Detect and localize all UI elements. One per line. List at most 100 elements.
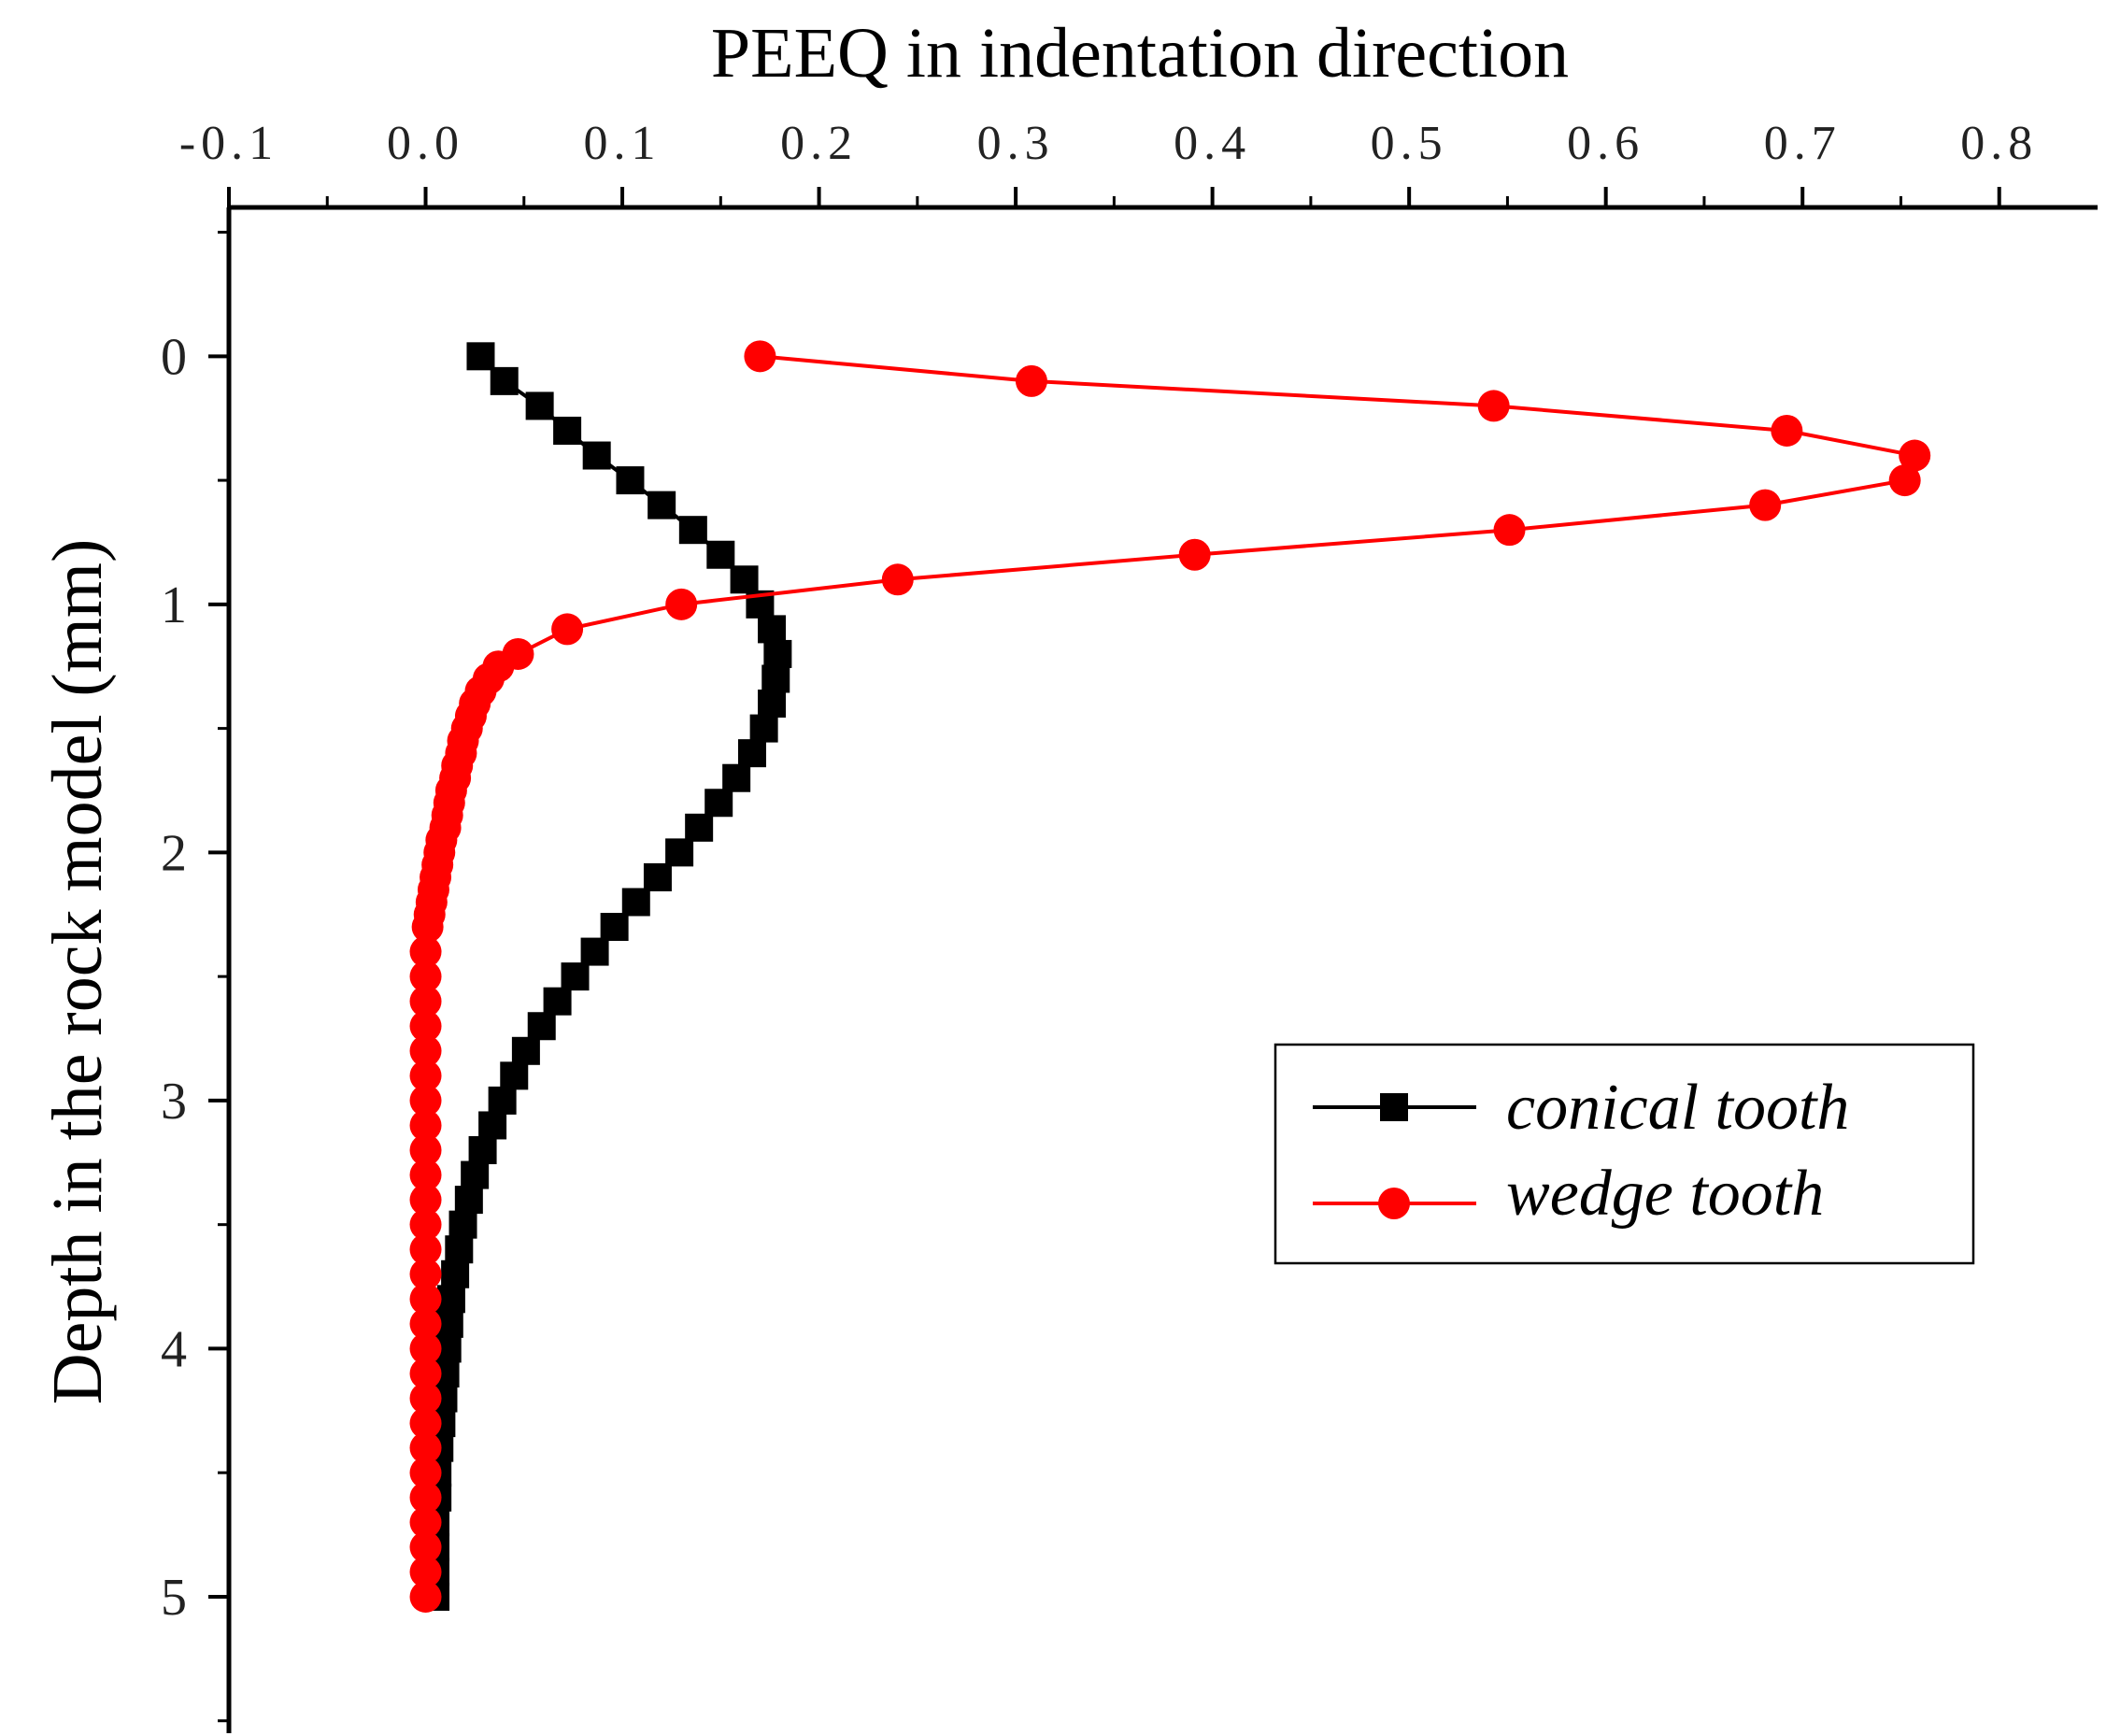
data-point-square [621, 888, 650, 917]
data-point-circle [409, 1382, 442, 1415]
x-tick-label: 0.8 [1960, 117, 2038, 170]
data-point-square [643, 862, 672, 891]
data-point-square [758, 615, 787, 644]
data-point-circle [409, 1060, 442, 1092]
data-point-circle [411, 911, 444, 944]
data-point-square [730, 565, 759, 594]
y-tick-label: 5 [161, 1569, 187, 1627]
y-tick-label: 2 [161, 824, 187, 882]
data-point-square [616, 466, 645, 495]
data-point-square [722, 763, 751, 792]
data-point-circle [409, 1084, 442, 1117]
series-layer [409, 340, 1931, 1613]
data-point-square [511, 1036, 540, 1065]
data-point-square [466, 342, 495, 371]
x-tick-label: 0.2 [780, 117, 858, 170]
series-wedge-tooth [409, 340, 1931, 1613]
legend-label-wedge: wedge tooth [1506, 1158, 1824, 1230]
data-point-circle [409, 1233, 442, 1266]
data-point-square [561, 962, 590, 991]
data-point-circle [409, 1457, 442, 1489]
data-point-circle [1178, 538, 1211, 571]
x-tick-label: 0.3 [977, 117, 1055, 170]
x-tick-label: 0.7 [1764, 117, 1842, 170]
data-point-square [647, 491, 676, 519]
data-point-square [553, 416, 582, 445]
data-point-square [738, 739, 766, 768]
data-point-circle [409, 960, 442, 993]
x-tick-label: 0.4 [1174, 117, 1251, 170]
data-point-circle [1899, 439, 1931, 472]
data-point-square [665, 838, 694, 867]
data-point-square [490, 366, 519, 395]
data-point-circle [409, 1556, 442, 1588]
data-point-square [436, 1285, 465, 1314]
data-point-circle [409, 1307, 442, 1340]
data-point-circle [551, 613, 584, 646]
data-point-circle [409, 1481, 442, 1514]
data-point-circle [409, 1184, 442, 1217]
data-point-square [500, 1061, 529, 1090]
x-tick-label: 0.6 [1567, 117, 1644, 170]
data-point-circle [1493, 514, 1526, 547]
data-point-circle [409, 1580, 442, 1613]
data-point-circle [409, 1530, 442, 1563]
data-point-circle [1015, 364, 1047, 397]
x-tick-label: 0.1 [584, 117, 662, 170]
y-tick-label: 3 [161, 1073, 187, 1131]
data-point-square [704, 789, 733, 818]
series-conical-tooth [421, 342, 792, 1611]
data-point-circle [409, 1258, 442, 1290]
data-point-square [761, 664, 790, 693]
data-point-circle [409, 1034, 442, 1067]
data-point-circle [409, 1283, 442, 1316]
data-point-square [454, 1186, 483, 1215]
data-point-square [461, 1160, 490, 1189]
legend-marker-conical-square [1380, 1093, 1408, 1121]
x-tick-label: 0.0 [387, 117, 464, 170]
series-line-wedge-tooth [423, 354, 1917, 1597]
data-point-circle [1888, 464, 1921, 497]
data-point-square [749, 714, 778, 743]
data-point-square [600, 913, 629, 942]
data-point-circle [409, 1407, 442, 1440]
data-point-circle [1749, 489, 1782, 521]
data-point-square [580, 937, 609, 966]
data-point-circle [409, 1431, 442, 1464]
data-point-square [445, 1235, 474, 1264]
data-point-circle [409, 1506, 442, 1539]
data-point-square [488, 1086, 517, 1115]
x-axis-title: PEEQ in indentation direction [711, 14, 1569, 92]
data-point-square [763, 639, 792, 668]
data-point-circle [409, 1109, 442, 1142]
data-point-square [527, 1012, 556, 1041]
data-point-square [468, 1136, 497, 1165]
data-point-square [478, 1111, 507, 1140]
y-tick-label: 4 [161, 1320, 187, 1378]
data-point-circle [881, 563, 914, 596]
data-point-circle [409, 935, 442, 968]
data-point-square [441, 1259, 470, 1288]
data-point-square [758, 690, 787, 719]
data-point-circle [744, 340, 776, 373]
data-point-circle [409, 1357, 442, 1389]
data-point-square [582, 441, 611, 470]
data-point-circle [409, 1159, 442, 1191]
data-point-circle [1771, 414, 1803, 447]
data-point-circle [409, 1134, 442, 1167]
data-point-circle [409, 1010, 442, 1043]
data-point-circle [409, 985, 442, 1017]
y-tick-label: 0 [161, 328, 187, 386]
data-point-square [678, 516, 707, 545]
legend: conical tooth wedge tooth [1274, 1043, 1975, 1265]
data-point-square [525, 391, 554, 420]
data-point-square [685, 813, 714, 842]
data-point-circle [409, 1208, 442, 1241]
y-tick-label: 1 [161, 576, 187, 634]
legend-box [1274, 1043, 1975, 1265]
y-axis-title: Depth in the rock model (mm) [38, 539, 117, 1405]
data-point-square [706, 540, 735, 569]
data-point-circle [1477, 390, 1510, 422]
x-tick-label: -0.1 [179, 117, 278, 170]
